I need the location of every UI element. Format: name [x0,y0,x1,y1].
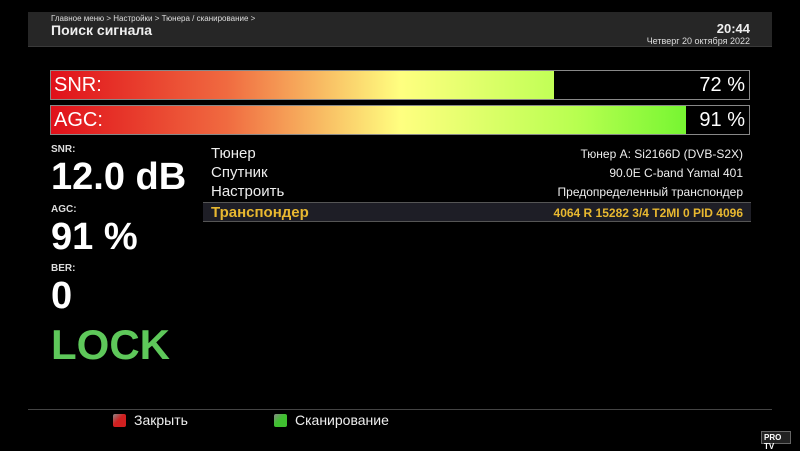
setting-value: 90.0E C-band Yamal 401 [609,166,743,180]
scan-button[interactable]: Сканирование [274,412,389,428]
agc-value: 91 % [51,216,138,258]
clock-date: Четверг 20 октября 2022 [646,36,750,46]
setting-key: Транспондер [211,204,309,221]
agc-bar-fill [51,106,687,134]
ber-value: 0 [51,275,73,317]
snr-bar-value: 72 % [699,74,745,96]
setting-row-tune[interactable]: Настроить Предопределенный транспондер [203,182,751,202]
footer-divider [28,409,772,410]
setting-row-tuner[interactable]: Тюнер Тюнер A: Si2166D (DVB-S2X) [203,144,751,164]
setting-key: Спутник [211,164,268,181]
setting-value: Тюнер A: Si2166D (DVB-S2X) [580,147,744,161]
setting-value: Предопределенный транспондер [557,185,743,199]
agc-label: AGC: [51,204,77,215]
snr-bar-label: SNR: [54,74,102,96]
agc-bar-value: 91 % [699,109,745,131]
snr-bar: SNR: 72 % [50,70,750,100]
green-key-icon [274,413,287,427]
snr-bar-fill [51,71,554,99]
breadcrumb: Главное меню > Настройки > Тюнера / скан… [51,14,256,23]
setting-row-satellite[interactable]: Спутник 90.0E C-band Yamal 401 [203,163,751,183]
snr-value: 12.0 dB [51,156,187,198]
setting-value: 4064 R 15282 3/4 T2MI 0 PID 4096 [553,206,743,220]
clock-time: 20:44 [716,21,750,36]
close-label: Закрыть [134,412,188,428]
setting-row-transponder[interactable]: Транспондер 4064 R 15282 3/4 T2MI 0 PID … [203,202,751,222]
lock-status: LOCK [51,321,170,368]
header-bar: Главное меню > Настройки > Тюнера / скан… [28,12,772,47]
ber-label: BER: [51,263,76,274]
agc-bar-label: AGC: [54,109,103,131]
agc-bar: AGC: 91 % [50,105,750,135]
setting-key: Настроить [211,183,285,200]
page-title: Поиск сигнала [51,22,153,38]
scan-label: Сканирование [295,412,389,428]
channel-logo: PRO TV [761,431,791,451]
close-button[interactable]: Закрыть [113,412,188,428]
red-key-icon [113,413,126,427]
snr-label: SNR: [51,144,76,155]
setting-key: Тюнер [211,145,256,162]
